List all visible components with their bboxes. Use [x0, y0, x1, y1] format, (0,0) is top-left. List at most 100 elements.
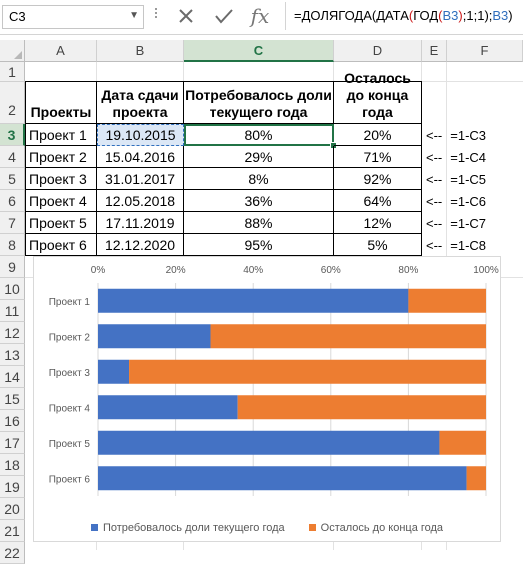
bar-segment [98, 430, 440, 455]
note-formula[interactable]: <-- =1-C5 [426, 168, 486, 190]
note-arrow: <-- [426, 193, 443, 209]
table-header-date[interactable]: Дата сдачи проекта [97, 81, 184, 124]
row-header[interactable]: 12 [0, 322, 25, 344]
category-label: Проект 5 [49, 439, 91, 450]
column-header-f[interactable]: F [447, 40, 523, 62]
bar-segment [98, 324, 211, 349]
formula-input[interactable]: =ДОЛЯГОДА(ДАТА(ГОД(B3);1;1);B3) [285, 2, 523, 30]
note-formula[interactable]: <-- =1-C7 [426, 212, 486, 234]
note-arrow: <-- [426, 215, 443, 231]
table-cell[interactable]: Проект 5 [25, 212, 97, 234]
name-box-value: C3 [9, 9, 26, 24]
column-header-b[interactable]: B [97, 40, 184, 62]
table-cell[interactable]: 20% [334, 124, 422, 146]
table-cell[interactable]: 64% [334, 190, 422, 212]
table-cell[interactable]: 5% [334, 234, 422, 256]
row-header[interactable]: 16 [0, 410, 25, 432]
table-cell[interactable]: 71% [334, 146, 422, 168]
column-header-c[interactable]: C [184, 40, 334, 62]
fx-label: fx [250, 4, 270, 28]
note-formula[interactable]: <-- =1-C8 [426, 234, 486, 256]
table-cell[interactable]: Проект 3 [25, 168, 97, 190]
note-formula[interactable]: <-- =1-C4 [426, 146, 486, 168]
bar-segment [98, 395, 238, 420]
row-header[interactable]: 21 [0, 520, 25, 542]
row-header[interactable]: 7 [0, 212, 25, 234]
legend-swatch [308, 523, 316, 531]
row-header[interactable]: 15 [0, 388, 25, 410]
table-cell[interactable]: 12% [334, 212, 422, 234]
chart-legend[interactable]: Потребовалось доли текущего года Осталос… [34, 522, 500, 534]
note-text: =1-C3 [450, 127, 487, 143]
column-header-d[interactable]: D [334, 40, 422, 62]
x-tick-label: 40% [243, 265, 263, 276]
note-arrow: <-- [426, 127, 443, 143]
column-header-e[interactable]: E [422, 40, 447, 62]
category-label: Проект 6 [49, 474, 91, 485]
table-cell[interactable]: Проект 2 [25, 146, 97, 168]
legend-label: Потребовалось доли текущего года [102, 522, 285, 534]
select-all-button[interactable] [0, 40, 25, 62]
row-header[interactable]: 1 [0, 62, 25, 82]
table-cell[interactable]: Проект 1 [25, 124, 97, 146]
row-header[interactable]: 6 [0, 190, 25, 212]
row-header[interactable]: 2 [0, 82, 25, 124]
note-formula[interactable]: <-- =1-C3 [426, 124, 486, 146]
table-cell[interactable]: 15.04.2016 [97, 146, 184, 168]
chevron-down-icon[interactable]: ▼ [129, 10, 139, 21]
row-header[interactable]: 10 [0, 278, 25, 300]
table-cell[interactable]: 31.01.2017 [97, 168, 184, 190]
row-header[interactable]: 19 [0, 476, 25, 498]
legend-item[interactable]: Осталось до конца года [308, 522, 444, 534]
row-header[interactable]: 8 [0, 234, 25, 256]
close-icon[interactable] [172, 2, 200, 30]
formula-bar-splitter[interactable] [155, 6, 157, 26]
active-cell[interactable]: 80% [184, 124, 337, 149]
bar-segment [98, 359, 130, 384]
formula-ref: B3 [492, 8, 509, 23]
table-cell[interactable]: 8% [184, 168, 334, 190]
row-header[interactable]: 13 [0, 344, 25, 366]
name-box[interactable]: C3 ▼ [2, 5, 144, 29]
table-header-remaining[interactable]: Осталось до конца года [334, 70, 422, 124]
x-tick-label: 20% [166, 265, 186, 276]
column-header-a[interactable]: A [25, 40, 97, 62]
row-header[interactable]: 17 [0, 432, 25, 454]
worksheet-grid[interactable]: A B C D E F 1 2 3 4 5 6 7 8 9 10 11 12 1… [0, 40, 523, 564]
bar-segment [210, 324, 486, 349]
formula-part: ) [458, 8, 463, 23]
table-cell[interactable]: 92% [334, 168, 422, 190]
row-header[interactable]: 5 [0, 168, 25, 190]
stacked-bar-chart[interactable]: 0% 20% 40% 60% 80% 100% Проект 1 Проект 2 Проект… [33, 256, 501, 542]
legend-label: Осталось до конца года [320, 522, 444, 534]
note-formula[interactable]: <-- =1-C6 [426, 190, 486, 212]
table-cell[interactable]: 29% [184, 146, 334, 168]
legend-swatch [90, 523, 98, 531]
row-header-selected[interactable]: 3 [0, 124, 25, 146]
row-header[interactable]: 14 [0, 366, 25, 388]
legend-item[interactable]: Потребовалось доли текущего года [90, 522, 285, 534]
note-text: =1-C7 [450, 215, 487, 231]
table-cell[interactable]: 17.11.2019 [97, 212, 184, 234]
row-header[interactable]: 9 [0, 256, 25, 278]
table-cell[interactable]: 12.05.2018 [97, 190, 184, 212]
x-tick-label: 100% [473, 265, 499, 276]
formula-part: ;1;1); [462, 8, 493, 23]
table-cell[interactable]: 12.12.2020 [97, 234, 184, 256]
row-header[interactable]: 4 [0, 146, 25, 168]
row-header[interactable]: 20 [0, 498, 25, 520]
x-tick-label: 80% [398, 265, 418, 276]
row-header[interactable]: 11 [0, 300, 25, 322]
row-header[interactable]: 22 [0, 542, 25, 564]
table-cell[interactable]: 95% [184, 234, 334, 256]
insert-function-icon[interactable]: fx [246, 2, 274, 30]
row-header[interactable]: 18 [0, 454, 25, 476]
table-cell[interactable]: 88% [184, 212, 334, 234]
table-header-projects[interactable]: Проекты [25, 81, 97, 124]
table-cell-referenced[interactable]: 19.10.2015 [97, 124, 184, 146]
table-cell[interactable]: Проект 6 [25, 234, 97, 256]
check-icon[interactable] [210, 2, 238, 30]
table-cell[interactable]: 36% [184, 190, 334, 212]
table-header-share-needed[interactable]: Потребовалось доли текущего года [184, 81, 334, 124]
table-cell[interactable]: Проект 4 [25, 190, 97, 212]
